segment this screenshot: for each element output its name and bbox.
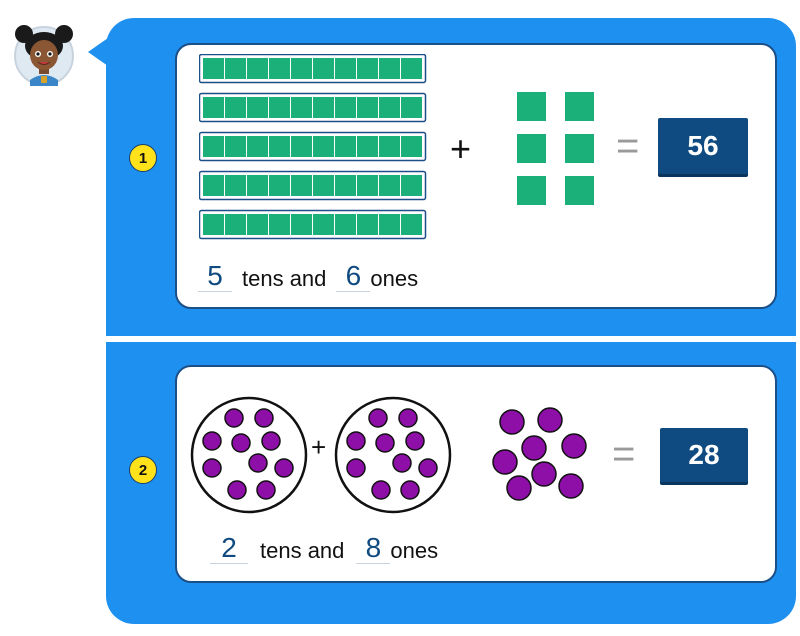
ten-rods-group <box>198 53 427 244</box>
place-value-sentence: 2 tens and 8 ones <box>210 532 438 564</box>
counter <box>202 431 222 451</box>
answer-box: 28 <box>660 428 748 482</box>
unit-cubes <box>517 92 594 205</box>
counter <box>375 433 395 453</box>
counter <box>537 407 563 433</box>
counter <box>346 431 366 451</box>
counter <box>418 458 438 478</box>
tens-answer-field[interactable]: 5 <box>198 261 232 292</box>
answer-box: 56 <box>658 118 748 174</box>
counter <box>392 453 412 473</box>
counter <box>254 408 274 428</box>
tens-label: tens and <box>242 266 327 291</box>
equals-sign: = <box>616 124 640 168</box>
counter <box>274 458 294 478</box>
equals-sign: = <box>612 432 636 476</box>
counter <box>346 458 366 478</box>
ones-label: ones <box>390 538 439 563</box>
loose-counters <box>492 407 587 501</box>
problem-number-badge: 1 <box>129 144 157 172</box>
counter <box>492 449 518 475</box>
counter <box>531 461 557 487</box>
unit-cube <box>565 176 594 205</box>
loose-counters-group <box>488 402 598 506</box>
ten-rod <box>198 92 427 123</box>
counter <box>371 480 391 500</box>
counter-group-one <box>190 396 308 514</box>
tens-label: tens and <box>260 538 345 563</box>
character-avatar <box>8 20 80 86</box>
counter <box>558 473 584 499</box>
unit-cube <box>517 134 546 163</box>
ten-rod <box>198 209 427 240</box>
ten-counters-circle <box>334 396 452 514</box>
counter <box>256 480 276 500</box>
counter <box>368 408 388 428</box>
ten-rod <box>198 131 427 162</box>
ones-answer-field[interactable]: 8 <box>356 533 391 564</box>
counter <box>521 435 547 461</box>
speech-pointer <box>88 38 108 66</box>
girl-avatar-icon <box>14 25 74 86</box>
counter-group-two <box>334 396 452 514</box>
counter <box>506 475 532 501</box>
panel-divider <box>106 336 796 342</box>
counter <box>231 433 251 453</box>
counter <box>224 408 244 428</box>
counter <box>261 431 281 451</box>
place-value-sentence: 5 tens and 6 ones <box>198 260 418 292</box>
counter <box>400 480 420 500</box>
ten-rod <box>198 53 427 84</box>
ones-label: ones <box>370 266 419 291</box>
unit-cube <box>565 134 594 163</box>
ten-rods <box>198 53 427 240</box>
unit-cube <box>517 176 546 205</box>
plus-sign: + <box>311 432 327 462</box>
counter <box>202 458 222 478</box>
unit-cube <box>565 92 594 121</box>
tens-answer-field[interactable]: 2 <box>210 533 248 564</box>
counter <box>248 453 268 473</box>
counter <box>227 480 247 500</box>
ten-rod <box>198 170 427 201</box>
ones-answer-field[interactable]: 6 <box>336 261 371 292</box>
counter <box>561 433 587 459</box>
unit-cubes-group <box>514 90 596 206</box>
counter <box>398 408 418 428</box>
counter <box>405 431 425 451</box>
ten-counters-circle <box>190 396 308 514</box>
problem-number-badge: 2 <box>129 456 157 484</box>
counter <box>499 409 525 435</box>
unit-cube <box>517 92 546 121</box>
plus-sign: + <box>450 128 472 169</box>
